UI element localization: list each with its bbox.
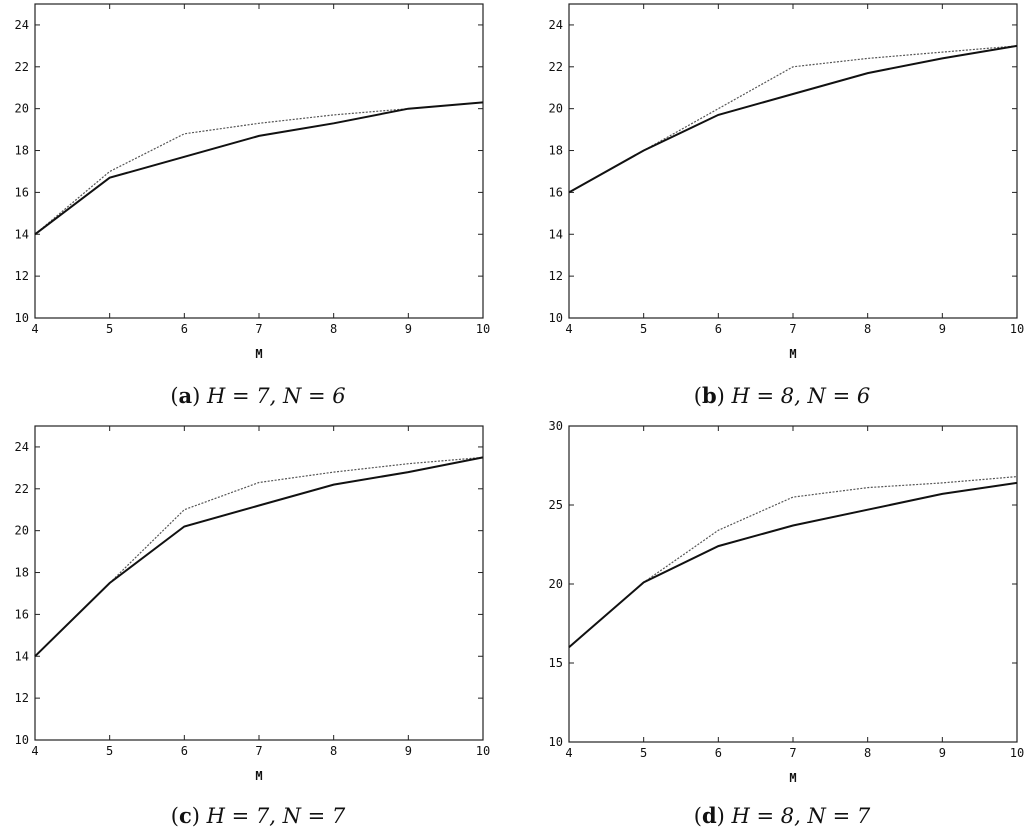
x-tick-label: 7: [789, 746, 796, 760]
series-line-dotted: [34, 101, 484, 235]
x-tick-label: 5: [106, 322, 113, 336]
x-tick-label: 5: [106, 744, 113, 758]
x-tick-label: 5: [640, 322, 647, 336]
caption-c: (c) H = 7, N = 7: [170, 803, 346, 828]
caption-text: H = 8, N = 7: [731, 804, 871, 828]
y-tick-label: 16: [549, 185, 563, 199]
caption-tag: d: [701, 803, 717, 828]
x-tick-label: 8: [330, 322, 337, 336]
x-tick-label: 6: [181, 744, 188, 758]
y-tick-label: 24: [15, 18, 29, 32]
series-line-dotted: [34, 456, 484, 657]
series-line-solid: [34, 456, 484, 658]
series-line-solid: [568, 44, 1018, 194]
chart-panel-a: 4 5 6 7 8 9 10 10 12 14 16 18 20 22 24 M: [15, 3, 490, 361]
x-tick-label: 4: [31, 744, 38, 758]
x-tick-label: 10: [476, 744, 490, 758]
caption-a: (a) H = 7, N = 6: [170, 383, 346, 408]
y-tick-label: 10: [15, 733, 29, 747]
y-tick-label: 10: [549, 311, 563, 325]
plot-frame: [568, 425, 1018, 743]
x-tick-label: 6: [181, 322, 188, 336]
y-tick-label: 24: [15, 440, 29, 454]
y-tick-label: 18: [549, 144, 563, 158]
series-line-dotted: [568, 45, 1018, 193]
x-tick-label: 7: [789, 322, 796, 336]
caption-text: H = 7, N = 6: [207, 384, 346, 408]
x-tick-label: 6: [715, 322, 722, 336]
x-tick-label: 9: [405, 322, 412, 336]
x-tick-label: 10: [1010, 746, 1024, 760]
y-tick-label: 15: [549, 656, 563, 670]
y-tick-label: 18: [15, 566, 29, 580]
x-tick-label: 4: [565, 322, 572, 336]
series-line-dotted: [568, 476, 1018, 648]
y-tick-label: 12: [549, 269, 563, 283]
x-tick-label: 10: [476, 322, 490, 336]
y-tick-label: 14: [15, 649, 29, 663]
plot-frame: [34, 425, 484, 741]
caption-d: (d) H = 8, N = 7: [693, 803, 871, 828]
x-axis-label: M: [255, 347, 262, 361]
caption-tag: b: [701, 383, 717, 408]
x-tick-label: 6: [715, 746, 722, 760]
x-tick-label: 9: [405, 744, 412, 758]
x-axis-label: M: [789, 771, 796, 785]
series-line-solid: [34, 101, 484, 236]
y-tick-label: 14: [15, 227, 29, 241]
y-tick-label: 22: [15, 60, 29, 74]
x-axis-label: M: [789, 347, 796, 361]
y-tick-label: 12: [15, 269, 29, 283]
y-tick-label: 14: [549, 227, 563, 241]
x-tick-label: 7: [255, 744, 262, 758]
x-tick-label: 8: [330, 744, 337, 758]
x-tick-label: 8: [864, 322, 871, 336]
y-tick-label: 16: [15, 607, 29, 621]
caption-text: H = 7, N = 7: [206, 804, 346, 828]
caption-tag: a: [178, 383, 193, 408]
y-tick-label: 10: [549, 735, 563, 749]
x-tick-label: 5: [640, 746, 647, 760]
y-tick-label: 24: [549, 18, 563, 32]
y-tick-label: 20: [15, 102, 29, 116]
y-tick-label: 30: [549, 419, 563, 433]
chart-panel-c: 4 5 6 7 8 9 10 10 12 14 16 18 20 22 24 M: [15, 425, 490, 783]
x-tick-label: 9: [939, 746, 946, 760]
x-axis-label: M: [255, 769, 262, 783]
x-tick-label: 9: [939, 322, 946, 336]
chart-panel-b: 4 5 6 7 8 9 10 10 12 14 16 18 20 22 24 M: [549, 3, 1024, 361]
x-tick-label: 7: [255, 322, 262, 336]
y-tick-label: 22: [15, 482, 29, 496]
y-tick-label: 25: [549, 498, 563, 512]
x-tick-label: 4: [31, 322, 38, 336]
y-tick-label: 20: [549, 102, 563, 116]
x-tick-label: 4: [565, 746, 572, 760]
x-tick-label: 8: [864, 746, 871, 760]
plot-frame: [34, 3, 484, 319]
y-tick-label: 22: [549, 60, 563, 74]
caption-tag: c: [178, 803, 192, 828]
y-tick-label: 10: [15, 311, 29, 325]
caption-text: H = 8, N = 6: [731, 384, 871, 408]
series-line-solid: [568, 481, 1018, 648]
x-tick-label: 10: [1010, 322, 1024, 336]
y-tick-label: 16: [15, 185, 29, 199]
y-tick-label: 20: [15, 524, 29, 538]
chart-panel-d: 4 5 6 7 8 9 10 10 15 20 25 30 M: [549, 419, 1024, 785]
y-tick-label: 12: [15, 691, 29, 705]
y-tick-label: 18: [15, 144, 29, 158]
caption-b: (b) H = 8, N = 6: [693, 383, 871, 408]
y-tick-label: 20: [549, 577, 563, 591]
